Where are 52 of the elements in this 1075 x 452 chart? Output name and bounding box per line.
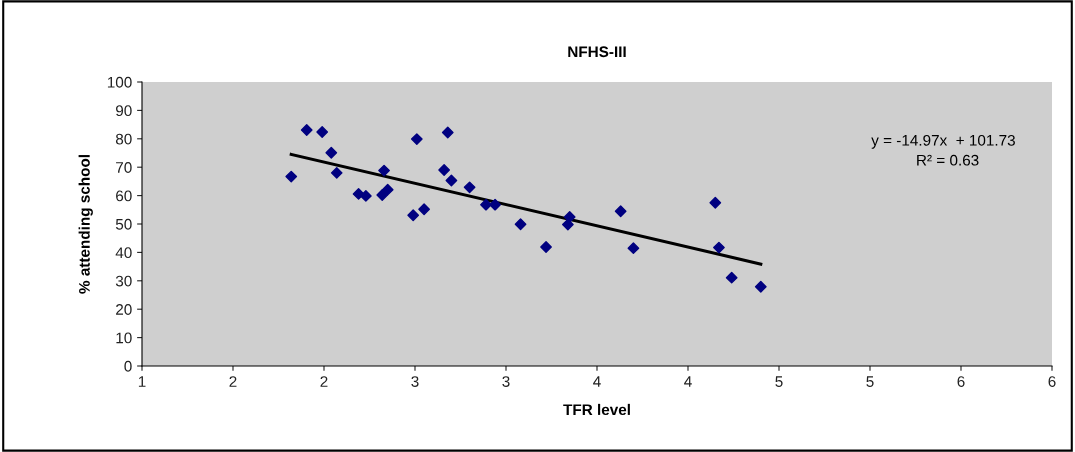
y-tick-label: 40 (115, 247, 132, 259)
point (463, 181, 476, 194)
y-axis-title: % attending school (78, 155, 93, 294)
x-tick-label: 4 (593, 376, 601, 387)
y-tick-label: 30 (115, 275, 132, 287)
y-tick-label: 0 (124, 360, 132, 372)
y-tick-label: 10 (116, 332, 132, 344)
point (441, 126, 454, 139)
chart-title: NFHS-III (568, 46, 626, 58)
point (514, 218, 527, 231)
y-tick-label: 60 (116, 190, 132, 202)
point (754, 280, 767, 293)
x-tick-label: 3 (502, 376, 510, 387)
point (325, 146, 338, 159)
point (614, 205, 627, 218)
point (709, 196, 722, 209)
annotation: R² = 0.63 (917, 154, 979, 166)
point (378, 164, 390, 177)
point (563, 211, 576, 223)
point (627, 242, 640, 255)
point (407, 209, 420, 222)
y-tick-label: 20 (116, 304, 132, 315)
x-tick-label: 4 (684, 376, 692, 387)
point (410, 133, 423, 145)
annotation: y = -14.97x + 101.73 (871, 134, 1015, 149)
point (330, 166, 343, 179)
y-tick-label: 50 (115, 218, 132, 230)
point (285, 170, 298, 183)
x-tick-label: 1 (138, 376, 146, 387)
point (300, 124, 313, 136)
point (540, 241, 552, 253)
x-tick-label: 2 (320, 376, 328, 387)
x-axis-title: TFR level (563, 403, 630, 416)
point (713, 241, 725, 254)
x-tick-label: 5 (775, 376, 783, 387)
y-tick-label: 90 (116, 105, 132, 117)
x-tick-label: 3 (411, 376, 419, 387)
point (445, 174, 458, 187)
point (418, 203, 430, 216)
point (316, 126, 329, 138)
x-tick-label: 6 (957, 376, 965, 387)
x-tick-label: 5 (866, 376, 874, 387)
point (438, 164, 451, 176)
point (725, 271, 738, 284)
x-tick-label: 2 (229, 376, 237, 387)
y-tick-label: 70 (116, 162, 132, 173)
y-tick-label: 80 (115, 133, 132, 145)
point (489, 198, 501, 211)
y-tick-label: 100 (107, 76, 132, 88)
point (381, 183, 394, 196)
x-tick-label: 6 (1048, 376, 1056, 387)
point (480, 198, 492, 211)
